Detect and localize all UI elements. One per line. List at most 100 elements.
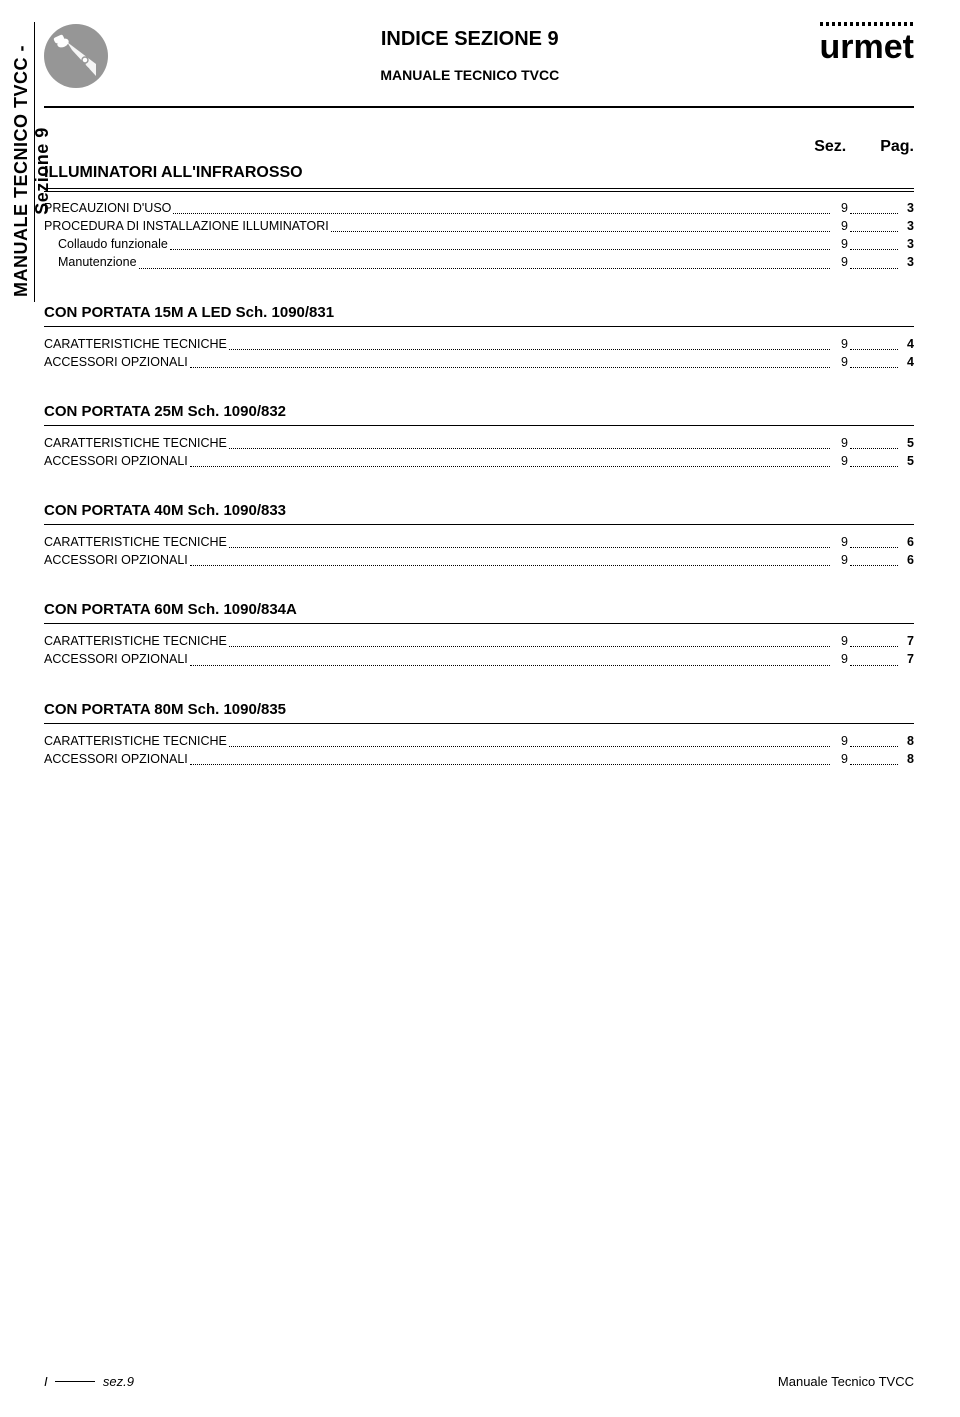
footer-right: Manuale Tecnico TVCC — [778, 1374, 914, 1389]
spotlight-person-icon — [44, 24, 108, 88]
group-items: CARATTERISTICHE TECNICHE 9 5 ACCESSORI OPZI… — [44, 434, 914, 470]
toc-pag: 6 — [900, 551, 914, 569]
toc-leader-dots — [170, 249, 830, 250]
toc-sez: 9 — [832, 533, 848, 551]
group-title: CON PORTATA 40M Sch. 1090/833 — [44, 502, 914, 525]
toc-row: ACCESSORI OPZIONALI97 — [44, 650, 914, 668]
col-pag: Pag. — [880, 138, 914, 156]
toc-group: CON PORTATA 60M Sch. 1090/834A CARATTERIS… — [44, 601, 914, 668]
toc-row: Manutenzione93 — [44, 253, 914, 271]
toc-row: ACCESSORI OPZIONALI 9 4 — [44, 353, 914, 371]
footer-rule — [55, 1381, 95, 1382]
footer-left-prefix: I — [44, 1374, 48, 1389]
toc-leader-dots — [173, 213, 830, 214]
toc-leader-dots — [139, 268, 830, 269]
toc-sez: 9 — [832, 353, 848, 371]
toc-row: CARATTERISTICHE TECNICHE97 — [44, 632, 914, 650]
toc-label: CARATTERISTICHE TECNICHE — [44, 335, 227, 353]
toc-groups: CON PORTATA 15M A LED Sch. 1090/831 CARAT… — [44, 304, 914, 768]
toc-row: PROCEDURA DI INSTALLAZIONE ILLUMINATORI 9… — [44, 217, 914, 235]
toc-label: ACCESSORI OPZIONALI — [44, 650, 188, 668]
toc-leader-dots — [850, 231, 898, 232]
toc-row: Collaudo funzionale 9 3 — [44, 235, 914, 253]
toc-sez: 9 — [832, 452, 848, 470]
toc-group: CON PORTATA 40M Sch. 1090/833 CARATTERIST… — [44, 502, 914, 569]
toc-label: Manutenzione — [44, 253, 137, 271]
toc-pag: 3 — [900, 199, 914, 217]
toc-label: CARATTERISTICHE TECNICHE — [44, 533, 227, 551]
header-row: INDICE SEZIONE 9 MANUALE TECNICO TVCC ur… — [44, 22, 914, 88]
main-section-title: ILLUMINATORI ALL'INFRAROSSO — [44, 164, 914, 189]
toc-label: CARATTERISTICHE TECNICHE — [44, 632, 227, 650]
footer-left-suffix: sez.9 — [103, 1374, 134, 1389]
toc-sez: 9 — [832, 434, 848, 452]
header-divider — [44, 106, 914, 108]
toc-row: ACCESSORI OPZIONALI98 — [44, 750, 914, 768]
footer: I sez.9 Manuale Tecnico TVCC — [44, 1374, 914, 1389]
toc-pag: 3 — [900, 253, 914, 271]
toc-leader-dots — [229, 448, 830, 449]
toc-leader-dots — [190, 565, 830, 566]
page-subtitle: MANUALE TECNICO TVCC — [120, 67, 820, 83]
content-area: INDICE SEZIONE 9 MANUALE TECNICO TVCC ur… — [44, 22, 914, 768]
group-title: CON PORTATA 60M Sch. 1090/834A — [44, 601, 914, 624]
toc-leader-dots — [850, 448, 898, 449]
side-rule — [34, 22, 35, 302]
toc-leader-dots — [229, 746, 830, 747]
toc-row: CARATTERISTICHE TECNICHE 9 6 — [44, 533, 914, 551]
brand-overline — [820, 22, 914, 26]
toc-label: Collaudo funzionale — [44, 235, 168, 253]
group-title: CON PORTATA 15M A LED Sch. 1090/831 — [44, 304, 914, 327]
toc-leader-dots — [850, 268, 898, 269]
toc-leader-dots — [850, 764, 898, 765]
page-title: INDICE SEZIONE 9 — [120, 28, 820, 51]
toc-sez: 9 — [832, 750, 848, 768]
toc-sez: 9 — [832, 217, 848, 235]
toc-row: CARATTERISTICHE TECNICHE 9 5 — [44, 434, 914, 452]
toc-pag: 8 — [900, 732, 914, 750]
toc-sez: 9 — [832, 335, 848, 353]
brand-logo: urmet — [820, 22, 914, 67]
group-title: CON PORTATA 25M Sch. 1090/832 — [44, 403, 914, 426]
toc-leader-dots — [229, 646, 830, 647]
toc-leader-dots — [190, 665, 830, 666]
col-sez: Sez. — [814, 138, 846, 156]
group-items: CARATTERISTICHE TECNICHE 9 8ACCESSORI OPZI… — [44, 732, 914, 768]
toc-label: ACCESSORI OPZIONALI — [44, 551, 188, 569]
column-headers: Sez. Pag. — [44, 138, 914, 156]
main-section-items: PRECAUZIONI D'USO93PROCEDURA DI INSTALLA… — [44, 199, 914, 272]
toc-leader-dots — [850, 249, 898, 250]
toc-group: CON PORTATA 25M Sch. 1090/832 CARATTERIST… — [44, 403, 914, 470]
group-items: CARATTERISTICHE TECNICHE97ACCESSORI OPZI… — [44, 632, 914, 668]
toc-leader-dots — [229, 349, 830, 350]
toc-pag: 4 — [900, 353, 914, 371]
toc-pag: 6 — [900, 533, 914, 551]
toc-pag: 3 — [900, 217, 914, 235]
toc-pag: 7 — [900, 632, 914, 650]
toc-sez: 9 — [832, 551, 848, 569]
brand-text: urmet — [820, 28, 914, 66]
toc-row: ACCESSORI OPZIONALI 9 6 — [44, 551, 914, 569]
toc-leader-dots — [850, 665, 898, 666]
toc-leader-dots — [850, 565, 898, 566]
toc-pag: 3 — [900, 235, 914, 253]
toc-pag: 5 — [900, 434, 914, 452]
header-titles: INDICE SEZIONE 9 MANUALE TECNICO TVCC — [120, 22, 820, 83]
toc-sez: 9 — [832, 235, 848, 253]
toc-group: CON PORTATA 80M Sch. 1090/835CARATTERIST… — [44, 701, 914, 768]
toc-label: CARATTERISTICHE TECNICHE — [44, 732, 227, 750]
toc-sez: 9 — [832, 650, 848, 668]
toc-leader-dots — [190, 367, 830, 368]
toc-leader-dots — [331, 231, 830, 232]
toc-sez: 9 — [832, 732, 848, 750]
toc-leader-dots — [190, 466, 830, 467]
toc-label: ACCESSORI OPZIONALI — [44, 452, 188, 470]
toc-label: ACCESSORI OPZIONALI — [44, 353, 188, 371]
toc-pag: 4 — [900, 335, 914, 353]
toc-label: CARATTERISTICHE TECNICHE — [44, 434, 227, 452]
toc-leader-dots — [850, 213, 898, 214]
toc-leader-dots — [850, 349, 898, 350]
toc-sez: 9 — [832, 199, 848, 217]
group-items: CARATTERISTICHE TECNICHE94ACCESSORI OPZI… — [44, 335, 914, 371]
toc-label: PROCEDURA DI INSTALLAZIONE ILLUMINATORI — [44, 217, 329, 235]
